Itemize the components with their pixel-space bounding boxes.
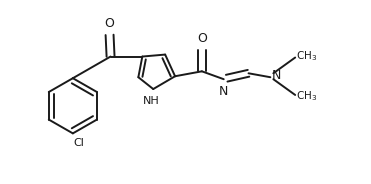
Text: O: O: [105, 17, 115, 30]
Text: O: O: [197, 32, 207, 45]
Text: CH$_3$: CH$_3$: [296, 89, 317, 103]
Text: NH: NH: [143, 96, 160, 106]
Text: N: N: [271, 69, 281, 82]
Text: CH$_3$: CH$_3$: [296, 50, 317, 63]
Text: Cl: Cl: [74, 138, 85, 148]
Text: N: N: [219, 85, 229, 98]
